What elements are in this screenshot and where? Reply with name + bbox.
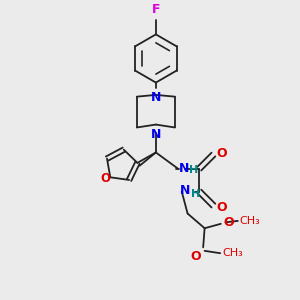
Text: O: O bbox=[216, 201, 227, 214]
Text: F: F bbox=[152, 3, 160, 16]
Text: N: N bbox=[180, 184, 190, 197]
Text: N: N bbox=[151, 92, 161, 104]
Text: O: O bbox=[223, 216, 234, 229]
Text: O: O bbox=[216, 146, 227, 160]
Text: H: H bbox=[189, 165, 198, 175]
Text: CH₃: CH₃ bbox=[222, 248, 243, 258]
Text: N: N bbox=[151, 128, 161, 141]
Text: O: O bbox=[190, 250, 201, 263]
Text: H: H bbox=[190, 190, 200, 200]
Text: CH₃: CH₃ bbox=[240, 216, 260, 226]
Text: N: N bbox=[179, 162, 190, 175]
Text: O: O bbox=[100, 172, 111, 185]
